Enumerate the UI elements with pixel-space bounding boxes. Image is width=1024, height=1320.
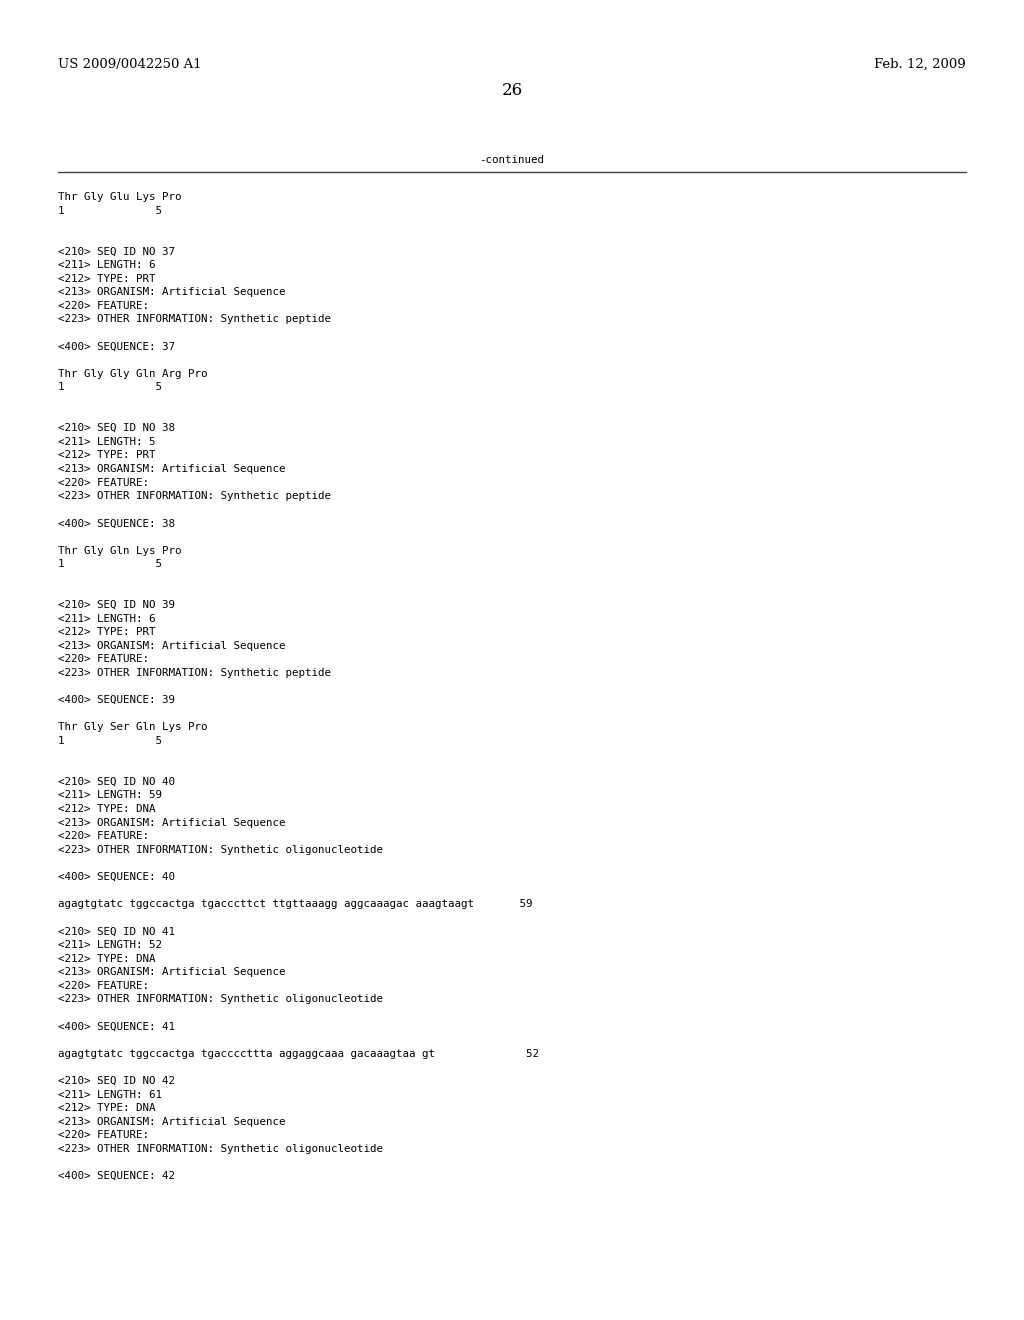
Text: 1              5: 1 5 [58, 560, 162, 569]
Text: <211> LENGTH: 59: <211> LENGTH: 59 [58, 791, 162, 800]
Text: agagtgtatc tggccactga tgacccttct ttgttaaagg aggcaaagac aaagtaagt       59: agagtgtatc tggccactga tgacccttct ttgttaa… [58, 899, 532, 909]
Text: Feb. 12, 2009: Feb. 12, 2009 [874, 58, 966, 71]
Text: <211> LENGTH: 6: <211> LENGTH: 6 [58, 614, 156, 623]
Text: <400> SEQUENCE: 39: <400> SEQUENCE: 39 [58, 696, 175, 705]
Text: <213> ORGANISM: Artificial Sequence: <213> ORGANISM: Artificial Sequence [58, 640, 286, 651]
Text: -continued: -continued [479, 154, 545, 165]
Text: Thr Gly Glu Lys Pro: Thr Gly Glu Lys Pro [58, 191, 181, 202]
Text: <211> LENGTH: 52: <211> LENGTH: 52 [58, 940, 162, 950]
Text: <220> FEATURE:: <220> FEATURE: [58, 1130, 150, 1140]
Text: <220> FEATURE:: <220> FEATURE: [58, 478, 150, 487]
Text: <210> SEQ ID NO 42: <210> SEQ ID NO 42 [58, 1076, 175, 1086]
Text: <213> ORGANISM: Artificial Sequence: <213> ORGANISM: Artificial Sequence [58, 465, 286, 474]
Text: <213> ORGANISM: Artificial Sequence: <213> ORGANISM: Artificial Sequence [58, 288, 286, 297]
Text: US 2009/0042250 A1: US 2009/0042250 A1 [58, 58, 202, 71]
Text: <220> FEATURE:: <220> FEATURE: [58, 301, 150, 310]
Text: <213> ORGANISM: Artificial Sequence: <213> ORGANISM: Artificial Sequence [58, 817, 286, 828]
Text: <210> SEQ ID NO 38: <210> SEQ ID NO 38 [58, 424, 175, 433]
Text: <400> SEQUENCE: 38: <400> SEQUENCE: 38 [58, 519, 175, 528]
Text: 1              5: 1 5 [58, 737, 162, 746]
Text: <223> OTHER INFORMATION: Synthetic peptide: <223> OTHER INFORMATION: Synthetic pepti… [58, 668, 331, 678]
Text: <220> FEATURE:: <220> FEATURE: [58, 655, 150, 664]
Text: <212> TYPE: DNA: <212> TYPE: DNA [58, 1104, 156, 1113]
Text: <223> OTHER INFORMATION: Synthetic peptide: <223> OTHER INFORMATION: Synthetic pepti… [58, 314, 331, 325]
Text: <211> LENGTH: 6: <211> LENGTH: 6 [58, 260, 156, 271]
Text: <400> SEQUENCE: 40: <400> SEQUENCE: 40 [58, 873, 175, 882]
Text: <210> SEQ ID NO 39: <210> SEQ ID NO 39 [58, 601, 175, 610]
Text: 1              5: 1 5 [58, 383, 162, 392]
Text: <211> LENGTH: 61: <211> LENGTH: 61 [58, 1089, 162, 1100]
Text: <223> OTHER INFORMATION: Synthetic peptide: <223> OTHER INFORMATION: Synthetic pepti… [58, 491, 331, 502]
Text: 1              5: 1 5 [58, 206, 162, 215]
Text: Thr Gly Gln Lys Pro: Thr Gly Gln Lys Pro [58, 545, 181, 556]
Text: <223> OTHER INFORMATION: Synthetic oligonucleotide: <223> OTHER INFORMATION: Synthetic oligo… [58, 845, 383, 855]
Text: <210> SEQ ID NO 40: <210> SEQ ID NO 40 [58, 776, 175, 787]
Text: <211> LENGTH: 5: <211> LENGTH: 5 [58, 437, 156, 446]
Text: Thr Gly Gly Gln Arg Pro: Thr Gly Gly Gln Arg Pro [58, 368, 208, 379]
Text: <212> TYPE: DNA: <212> TYPE: DNA [58, 953, 156, 964]
Text: <213> ORGANISM: Artificial Sequence: <213> ORGANISM: Artificial Sequence [58, 968, 286, 977]
Text: <400> SEQUENCE: 42: <400> SEQUENCE: 42 [58, 1171, 175, 1181]
Text: <212> TYPE: PRT: <212> TYPE: PRT [58, 273, 156, 284]
Text: <223> OTHER INFORMATION: Synthetic oligonucleotide: <223> OTHER INFORMATION: Synthetic oligo… [58, 994, 383, 1005]
Text: Thr Gly Ser Gln Lys Pro: Thr Gly Ser Gln Lys Pro [58, 722, 208, 733]
Text: <220> FEATURE:: <220> FEATURE: [58, 832, 150, 841]
Text: <210> SEQ ID NO 37: <210> SEQ ID NO 37 [58, 247, 175, 256]
Text: <210> SEQ ID NO 41: <210> SEQ ID NO 41 [58, 927, 175, 936]
Text: <400> SEQUENCE: 37: <400> SEQUENCE: 37 [58, 342, 175, 351]
Text: <212> TYPE: DNA: <212> TYPE: DNA [58, 804, 156, 814]
Text: 26: 26 [502, 82, 522, 99]
Text: <400> SEQUENCE: 41: <400> SEQUENCE: 41 [58, 1022, 175, 1032]
Text: agagtgtatc tggccactga tgaccccttta aggaggcaaa gacaaagtaa gt              52: agagtgtatc tggccactga tgaccccttta aggagg… [58, 1049, 539, 1059]
Text: <220> FEATURE:: <220> FEATURE: [58, 981, 150, 991]
Text: <223> OTHER INFORMATION: Synthetic oligonucleotide: <223> OTHER INFORMATION: Synthetic oligo… [58, 1144, 383, 1154]
Text: <212> TYPE: PRT: <212> TYPE: PRT [58, 450, 156, 461]
Text: <213> ORGANISM: Artificial Sequence: <213> ORGANISM: Artificial Sequence [58, 1117, 286, 1127]
Text: <212> TYPE: PRT: <212> TYPE: PRT [58, 627, 156, 638]
